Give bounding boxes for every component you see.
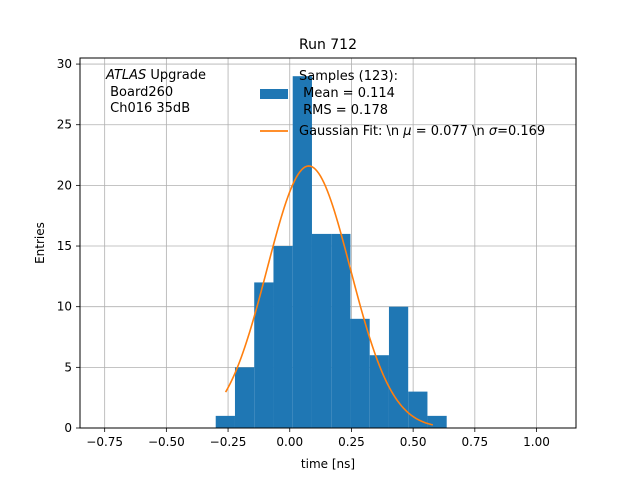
y-tick-label: 10	[57, 300, 72, 314]
legend-hist-line2: Mean = 0.114	[299, 86, 395, 101]
y-tick-label: 5	[64, 360, 72, 374]
annotation-line3: Ch016 35dB	[106, 101, 190, 116]
annotation-box: ATLAS Upgrade Board260 Ch016 35dB	[105, 68, 206, 116]
histogram-bar	[234, 367, 255, 428]
legend-hist-swatch	[260, 89, 288, 99]
x-tick-label: 0.00	[276, 435, 303, 449]
annotation-atlas: ATLAS	[105, 68, 146, 83]
x-tick-label: 0.50	[400, 435, 427, 449]
y-tick-label: 0	[64, 421, 72, 435]
histogram-bar	[292, 76, 312, 429]
legend-fit-part-c: =0.169	[497, 124, 545, 139]
legend: Samples (123): Mean = 0.114 RMS = 0.178 …	[260, 69, 545, 139]
x-axis-label: time [ns]	[301, 457, 355, 471]
x-tick-label: −0.75	[86, 435, 123, 449]
x-tick-label: 1.00	[523, 435, 550, 449]
annotation-upgrade: Upgrade	[146, 68, 206, 83]
y-tick-label: 20	[57, 178, 72, 192]
x-tick-label: −0.25	[210, 435, 247, 449]
x-tick-label: −0.50	[148, 435, 185, 449]
legend-fit-part-a: Gaussian Fit: \n	[299, 124, 403, 139]
legend-fit-sigma: σ	[489, 124, 498, 139]
x-tick-label: 0.75	[461, 435, 488, 449]
histogram-bar	[273, 246, 293, 428]
legend-fit-mu: μ	[402, 124, 411, 139]
y-axis-label: Entries	[33, 222, 47, 264]
annotation-line1: ATLAS Upgrade	[105, 68, 206, 83]
histogram-bar	[369, 355, 389, 428]
x-tick-label: 0.25	[338, 435, 365, 449]
legend-fit-part-b: = 0.077 \n	[412, 124, 489, 139]
histogram-bar	[427, 415, 447, 428]
x-axis-ticks: −0.75 −0.50 −0.25 0.00 0.25 0.50 0.75 1.00	[86, 428, 550, 449]
y-axis-ticks: 0 5 10 15 20 25 30	[57, 57, 80, 435]
histogram-bar	[408, 391, 428, 428]
gaussian-fit-curve	[224, 165, 434, 426]
legend-fit-label: Gaussian Fit: \n μ = 0.077 \n σ=0.169	[299, 124, 545, 139]
y-tick-label: 30	[57, 57, 72, 71]
gaussian-fit	[224, 165, 434, 426]
legend-hist-line1: Samples (123):	[299, 69, 398, 84]
histogram-bar	[350, 318, 370, 428]
histogram-bar	[331, 233, 351, 428]
y-tick-label: 25	[57, 118, 72, 132]
y-tick-label: 15	[57, 239, 72, 253]
plot-frame	[79, 57, 577, 429]
legend-hist-line3: RMS = 0.178	[299, 103, 388, 118]
histogram-bars	[215, 76, 447, 429]
annotation-line2: Board260	[106, 85, 173, 100]
chart-title: Run 712	[299, 37, 357, 53]
histogram-bar	[311, 233, 332, 428]
histogram-bar	[215, 415, 235, 428]
histogram-bar	[388, 306, 409, 428]
histogram-bar	[254, 282, 274, 428]
